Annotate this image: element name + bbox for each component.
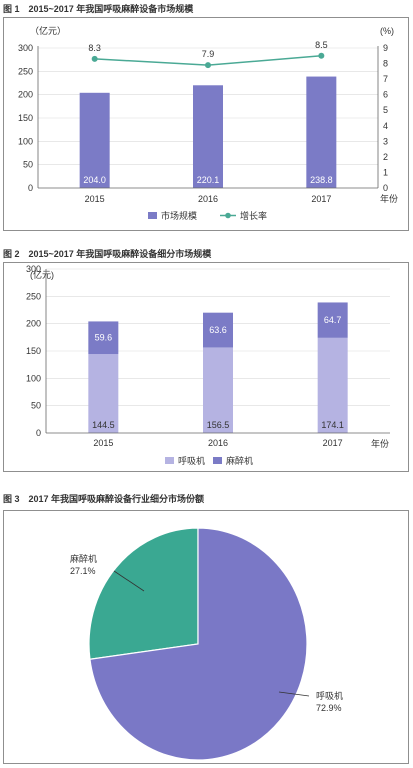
slice-pct-anesthesia: 27.1% (70, 566, 96, 576)
legend-label-market-size: 市场规模 (161, 210, 197, 221)
segment-size-chart: (亿元) 年份 144.5 59.6 156.5 63.6 174.1 64.7 0 50 1… (26, 264, 390, 466)
bar-ventilator-2016 (203, 347, 233, 433)
bar-value-label-ventilator: 156.5 (207, 420, 230, 430)
legend-swatch-ventilator (165, 457, 174, 464)
y-tick-label: 200 (18, 90, 33, 100)
y2-tick-label: 4 (383, 121, 388, 131)
bar-market-size-2016 (193, 85, 223, 188)
slice-label-ventilator: 呼吸机 (316, 690, 343, 701)
legend-marker-growth-rate (225, 212, 231, 219)
market-share-pie: 麻醉机 27.1% 呼吸机 72.9% (70, 527, 343, 761)
y2-tick-label: 1 (383, 167, 388, 177)
y-tick-label: 300 (18, 43, 33, 53)
y-tick-label: 200 (26, 319, 41, 329)
bar-value-label-ventilator: 174.1 (321, 420, 344, 430)
y2-tick-label: 5 (383, 105, 388, 115)
bar-value-label-anesthesia: 64.7 (324, 315, 342, 325)
bar-anesthesia-2015 (88, 321, 119, 355)
legend-swatch-anesthesia (213, 457, 222, 464)
x-axis-unit: 年份 (380, 193, 398, 204)
y-tick-label: 300 (26, 264, 41, 274)
y-tick-label: 50 (31, 401, 41, 411)
bar-ventilator-2017 (317, 337, 348, 433)
y-tick-label: 50 (23, 160, 33, 170)
pie-slice-ventilator (89, 527, 308, 761)
x-tick-label: 2015 (93, 438, 113, 448)
slice-label-anesthesia: 麻醉机 (70, 553, 97, 564)
legend-label-ventilator: 呼吸机 (178, 455, 205, 466)
left-axis-unit: （亿元） (30, 25, 66, 36)
bar-value-label: 238.8 (310, 175, 333, 185)
y-tick-label: 0 (28, 183, 33, 193)
y2-tick-label: 3 (383, 136, 388, 146)
x-tick-label: 2016 (208, 438, 228, 448)
legend-label-anesthesia: 麻醉机 (226, 455, 253, 466)
leader-line-ventilator (278, 691, 310, 697)
y2-tick-label: 2 (383, 152, 388, 162)
y2-tick-label: 0 (383, 183, 388, 193)
y-axis-unit: (亿元) (30, 269, 54, 280)
bar-market-size-2015 (79, 92, 110, 188)
y2-tick-label: 9 (383, 43, 388, 53)
line-value-label: 7.9 (202, 49, 215, 59)
growth-rate-point (318, 52, 325, 59)
pie-slice-anesthesia (88, 527, 199, 660)
y-tick-label: 150 (18, 113, 33, 123)
y-tick-label: 250 (26, 291, 41, 301)
figure-2-title: 图 2 2015~2017 年我国呼吸麻醉设备细分市场规模 (3, 249, 212, 259)
growth-rate-point (91, 55, 98, 62)
y2-tick-label: 6 (383, 90, 388, 100)
bar-value-label-ventilator: 144.5 (92, 420, 115, 430)
slice-pct-ventilator: 72.9% (316, 703, 342, 713)
bar-value-label-anesthesia: 63.6 (209, 325, 227, 335)
figure-2-panel: (亿元) 年份 144.5 59.6 156.5 63.6 174.1 64.7 0 50 1… (3, 262, 409, 472)
leader-line-anesthesia (113, 570, 145, 592)
bar-market-size-2017 (306, 76, 337, 188)
right-axis-unit: (%) (380, 26, 394, 36)
legend-swatch-market-size (148, 212, 157, 219)
bar-value-label: 204.0 (83, 175, 106, 185)
y-tick-label: 100 (26, 373, 41, 383)
x-tick-label: 2015 (85, 194, 105, 204)
bar-anesthesia-2017 (317, 302, 348, 338)
y-tick-label: 100 (18, 136, 33, 146)
legend-label-growth-rate: 增长率 (240, 210, 267, 221)
line-value-label: 8.5 (315, 40, 328, 50)
x-axis-unit: 年份 (371, 438, 389, 449)
figure-3-panel: 麻醉机 27.1% 呼吸机 72.9% (3, 510, 409, 764)
x-tick-label: 2016 (198, 194, 218, 204)
growth-rate-point (205, 62, 211, 69)
line-value-label: 8.3 (88, 43, 101, 53)
x-tick-label: 2017 (323, 438, 343, 448)
y-tick-label: 250 (18, 66, 33, 76)
figure-1-title: 图 1 2015~2017 年我国呼吸麻醉设备市场规模 (3, 4, 194, 14)
bar-value-label-anesthesia: 59.6 (95, 333, 113, 343)
figure-1-panel: （亿元） (%) 年份 204.0 8.3 220.1 7.9 238.8 8.5 0 50… (3, 17, 409, 231)
y-tick-label: 0 (36, 428, 41, 438)
y2-tick-label: 7 (383, 74, 388, 84)
y2-tick-label: 8 (383, 59, 388, 69)
bar-ventilator-2015 (88, 354, 119, 433)
figure-3-title: 图 3 2017 年我国呼吸麻醉设备行业细分市场份额 (3, 494, 205, 504)
x-tick-label: 2017 (311, 194, 331, 204)
bar-anesthesia-2016 (203, 312, 233, 348)
bar-value-label: 220.1 (197, 175, 220, 185)
y-tick-label: 150 (26, 346, 41, 356)
